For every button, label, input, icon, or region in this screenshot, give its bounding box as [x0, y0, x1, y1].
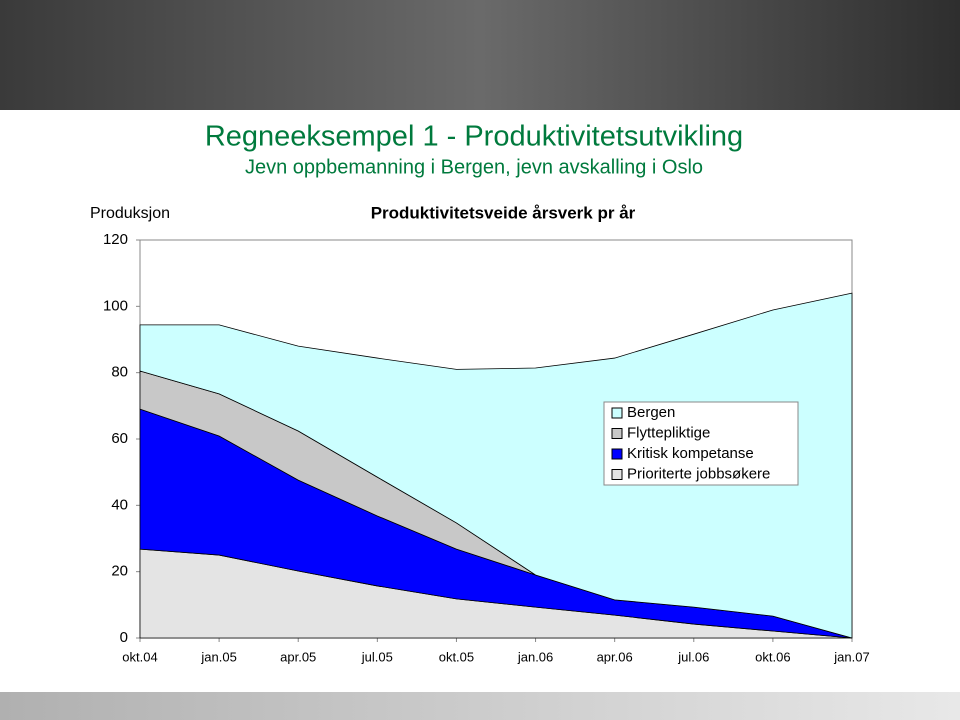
- x-tick-label: apr.06: [597, 649, 633, 664]
- y-tick-label: 60: [111, 430, 128, 447]
- x-tick-label: jan.05: [200, 649, 236, 664]
- banner: [0, 0, 960, 110]
- area: [139, 292, 853, 639]
- legend-label: Flyttepliktige: [627, 424, 710, 441]
- y-tick-label: 100: [103, 297, 128, 314]
- x-tick-label: jul.06: [677, 649, 709, 664]
- x-tick-label: okt.04: [122, 649, 157, 664]
- legend-label: Kritisk kompetanse: [627, 445, 754, 462]
- x-tick-label: okt.05: [439, 649, 474, 664]
- x-tick-label: okt.06: [755, 649, 790, 664]
- footer-bar: [0, 692, 960, 720]
- legend-label: Prioriterte jobbsøkere: [627, 465, 770, 482]
- legend-swatch: [611, 469, 623, 480]
- legend-swatch: [611, 428, 623, 439]
- x-tick-label: jan.07: [833, 649, 869, 664]
- legend-label: Bergen: [627, 404, 675, 421]
- legend-swatch: [611, 448, 623, 460]
- y-tick-label: 40: [111, 496, 128, 513]
- y-tick-label: 80: [111, 364, 128, 381]
- y-axis-label: Produksjon: [90, 205, 170, 222]
- y-tick-label: 0: [120, 629, 128, 646]
- chart-title: Produktivitetsveide årsverk pr år: [371, 203, 636, 222]
- x-tick-label: jan.06: [517, 649, 553, 664]
- slide-subtitle: Jevn oppbemanning i Bergen, jevn avskall…: [245, 156, 703, 178]
- x-tick-label: jul.05: [361, 649, 393, 664]
- x-tick-label: apr.05: [280, 649, 316, 664]
- y-tick-label: 120: [103, 231, 128, 248]
- y-tick-label: 20: [111, 563, 128, 580]
- legend-swatch: [611, 407, 623, 419]
- slide-title: Regneeksempel 1 - Produktivitetsutviklin…: [205, 121, 743, 153]
- legend-box: [603, 401, 799, 486]
